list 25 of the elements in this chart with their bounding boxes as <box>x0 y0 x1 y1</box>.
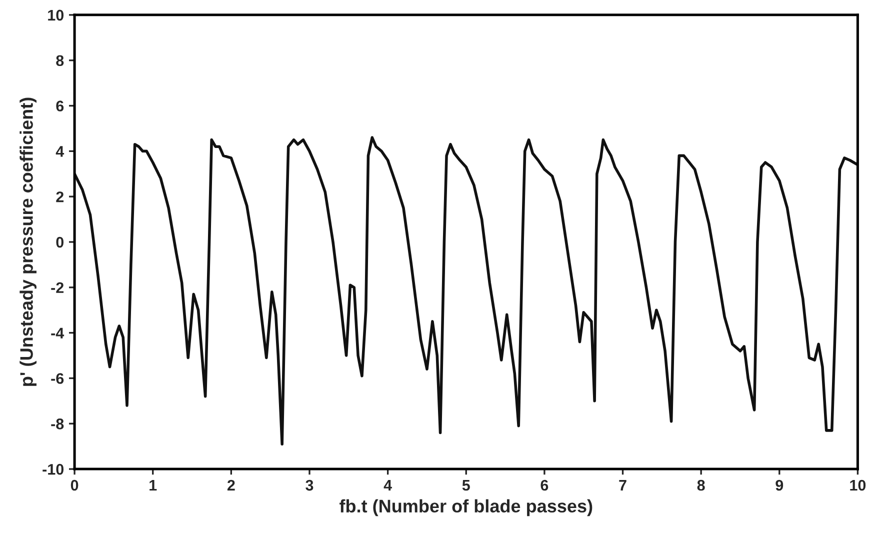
y-tick-label: 4 <box>56 146 64 157</box>
y-tick-label: 8 <box>56 55 64 66</box>
y-tick-label: -4 <box>51 328 64 338</box>
x-tick-label: 5 <box>462 480 470 491</box>
y-tick-label: 2 <box>56 191 64 202</box>
y-axis-title: p' (Unsteady pressure coefficient) <box>20 98 36 386</box>
x-tick-label: 0 <box>70 480 78 491</box>
y-tick-label: -8 <box>51 418 64 430</box>
y-tick-label: -6 <box>51 373 64 384</box>
x-tick-label: 9 <box>776 480 784 491</box>
line-series <box>74 136 858 446</box>
x-tick-label: 1 <box>150 480 157 491</box>
y-tick-label: 0 <box>56 236 64 248</box>
x-tick-label: 4 <box>384 480 392 491</box>
y-tick-label: -10 <box>42 464 64 475</box>
x-tick-label: 2 <box>227 480 235 491</box>
y-tick-label: 10 <box>48 10 64 21</box>
x-tick-label: 6 <box>540 480 548 491</box>
x-tick-label: 10 <box>850 480 866 491</box>
y-tick-label: 6 <box>56 100 64 112</box>
x-tick-label: 8 <box>697 480 705 491</box>
y-tick-label: -2 <box>51 282 64 293</box>
x-axis-title: fb.t (Number of blade passes) <box>340 499 592 516</box>
x-tick-label: 7 <box>619 480 626 491</box>
x-tick-label: 3 <box>306 480 314 491</box>
